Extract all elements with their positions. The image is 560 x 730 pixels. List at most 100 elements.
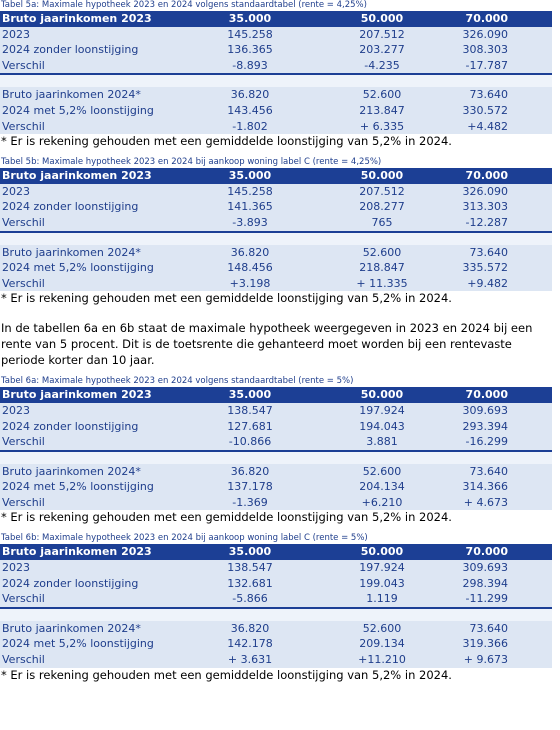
mortgage-table: Bruto jaarinkomen 2023 35.000 50.000 70.… — [0, 168, 552, 292]
table-row: Verschil -3.893 765 -12.287 — [0, 214, 552, 232]
header-cell: 50.000 — [310, 11, 428, 27]
header-label: Bruto jaarinkomen 2023 — [0, 11, 190, 27]
header-cell: 50.000 — [310, 387, 428, 403]
row-label: Verschil — [0, 494, 190, 511]
table-cell: 73.640 — [428, 87, 552, 103]
header-cell: 70.000 — [428, 168, 552, 184]
row-label: 2024 zonder loonstijging — [0, 575, 190, 592]
table-row: 2024 zonder loonstijging 127.681 194.043… — [0, 418, 552, 435]
table-cell: 326.090 — [428, 183, 552, 200]
row-label: 2023 — [0, 26, 190, 43]
table-cell: -10.866 — [190, 434, 310, 451]
table-block-5a: Tabel 5a: Maximale hypotheek 2023 en 202… — [0, 0, 560, 149]
table-cell: +3.198 — [190, 275, 310, 292]
table-cell: + 4.673 — [428, 494, 552, 511]
mortgage-table: Bruto jaarinkomen 2023 35.000 50.000 70.… — [0, 387, 552, 511]
table-cell: 36.820 — [190, 463, 310, 480]
table-spacer-row — [0, 449, 552, 464]
table-caption: Tabel 6b: Maximale hypotheek 2023 en 202… — [1, 533, 368, 544]
table-cell: 52.600 — [310, 87, 428, 103]
footnote: * Er is rekening gehouden met een gemidd… — [1, 510, 452, 525]
table-cell: -4.235 — [310, 57, 428, 75]
table-cell: 36.820 — [190, 244, 310, 261]
table-cell: 314.366 — [428, 479, 552, 495]
table-cell: 73.640 — [428, 620, 552, 637]
row-label: Verschil — [0, 434, 190, 451]
body-paragraph: In de tabellen 6a en 6b staat de maximal… — [1, 321, 533, 368]
table-cell: 309.693 — [428, 402, 552, 419]
row-label: 2023 — [0, 402, 190, 419]
table-row: Verschil -5.866 1.119 -11.299 — [0, 591, 552, 608]
table-cell: -5.866 — [190, 591, 310, 608]
table-cell: 36.820 — [190, 87, 310, 103]
table-cell: -1.802 — [190, 118, 310, 135]
table-cell: -17.787 — [428, 57, 552, 75]
table-cell: -1.369 — [190, 494, 310, 511]
table-caption: Tabel 5b: Maximale hypotheek 2023 en 202… — [1, 157, 382, 168]
table-cell: 204.134 — [310, 479, 428, 495]
table-row: 2024 met 5,2% loonstijging 148.456 218.8… — [0, 260, 552, 276]
header-cell: 70.000 — [428, 544, 552, 561]
table-cell: -12.287 — [428, 214, 552, 232]
table-cell: -8.893 — [190, 57, 310, 75]
table-cell: 330.572 — [428, 102, 552, 119]
row-label: Verschil — [0, 652, 190, 668]
table-row: Verschil -10.866 3.881 -16.299 — [0, 434, 552, 451]
header-cell: 50.000 — [310, 544, 428, 561]
row-label: Bruto jaarinkomen 2024* — [0, 620, 190, 637]
table-cell: +6.210 — [310, 494, 428, 511]
table-cell: 218.847 — [310, 260, 428, 276]
header-label: Bruto jaarinkomen 2023 — [0, 544, 190, 561]
table-header-row: Bruto jaarinkomen 2023 35.000 50.000 70.… — [0, 544, 552, 561]
table-cell: 1.119 — [310, 591, 428, 608]
footnote: * Er is rekening gehouden met een gemidd… — [1, 667, 452, 682]
table-caption: Tabel 5a: Maximale hypotheek 2023 en 202… — [1, 0, 367, 10]
row-label: 2023 — [0, 560, 190, 576]
row-label: Verschil — [0, 275, 190, 292]
table-row: Verschil + 3.631 +11.210 + 9.673 — [0, 652, 552, 668]
table-cell: 3.881 — [310, 434, 428, 451]
table-header-row: Bruto jaarinkomen 2023 35.000 50.000 70.… — [0, 11, 552, 27]
table-cell: 298.394 — [428, 575, 552, 592]
header-label: Bruto jaarinkomen 2023 — [0, 168, 190, 184]
row-label: Bruto jaarinkomen 2024* — [0, 244, 190, 261]
table-cell: 137.178 — [190, 479, 310, 495]
row-label: 2023 — [0, 183, 190, 200]
header-cell: 35.000 — [190, 168, 310, 184]
mortgage-table: Bruto jaarinkomen 2023 35.000 50.000 70.… — [0, 544, 552, 668]
table-row: 2023 138.547 197.924 309.693 — [0, 402, 552, 419]
table-cell: 309.693 — [428, 560, 552, 576]
table-cell: 765 — [310, 214, 428, 232]
table-cell: 313.303 — [428, 199, 552, 215]
table-cell: 36.820 — [190, 620, 310, 637]
table-row: Verschil -1.369 +6.210 + 4.673 — [0, 494, 552, 511]
table-cell: -3.893 — [190, 214, 310, 232]
row-label: 2024 met 5,2% loonstijging — [0, 479, 190, 495]
table-header-row: Bruto jaarinkomen 2023 35.000 50.000 70.… — [0, 387, 552, 403]
table-cell: +11.210 — [310, 652, 428, 668]
row-label: Verschil — [0, 57, 190, 75]
table-header-row: Bruto jaarinkomen 2023 35.000 50.000 70.… — [0, 168, 552, 184]
table-spacer-row — [0, 73, 552, 88]
table-cell: 335.572 — [428, 260, 552, 276]
header-cell: 70.000 — [428, 387, 552, 403]
row-label: 2024 met 5,2% loonstijging — [0, 260, 190, 276]
table-cell: 203.277 — [310, 42, 428, 58]
table-cell: 145.258 — [190, 26, 310, 43]
table-cell: + 6.335 — [310, 118, 428, 135]
table-cell: +4.482 — [428, 118, 552, 135]
table-spacer-row — [0, 606, 552, 621]
footnote: * Er is rekening gehouden met een gemidd… — [1, 134, 452, 149]
table-cell: 142.178 — [190, 636, 310, 653]
table-cell: 293.394 — [428, 418, 552, 435]
table-cell: 73.640 — [428, 463, 552, 480]
table-row: 2024 met 5,2% loonstijging 143.456 213.8… — [0, 102, 552, 119]
table-cell: 143.456 — [190, 102, 310, 119]
table-subheader-row: Bruto jaarinkomen 2024* 36.820 52.600 73… — [0, 244, 552, 261]
table-subheader-row: Bruto jaarinkomen 2024* 36.820 52.600 73… — [0, 87, 552, 103]
table-block-6b: Tabel 6b: Maximale hypotheek 2023 en 202… — [0, 533, 560, 682]
row-label: 2024 zonder loonstijging — [0, 199, 190, 215]
row-label: 2024 met 5,2% loonstijging — [0, 636, 190, 653]
header-cell: 35.000 — [190, 11, 310, 27]
